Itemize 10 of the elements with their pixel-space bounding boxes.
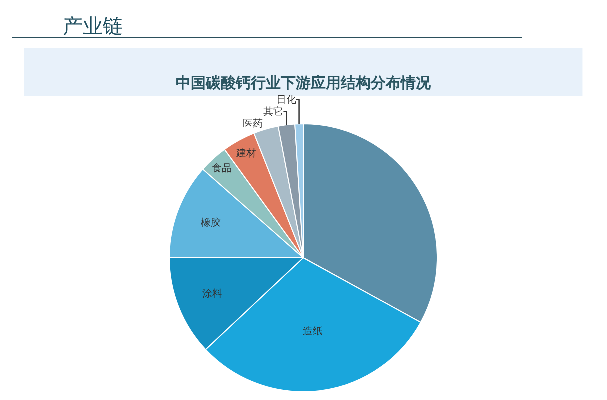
text: 产业链 [63, 14, 123, 38]
chart-title: 中国碳酸钙行业下游应用结构分布情况 [176, 74, 432, 92]
slice-label: 食品 [212, 162, 232, 175]
slice-label: 涂料 [202, 288, 222, 300]
slice-label: 其它 [264, 106, 284, 118]
slice-label: 医药 [243, 118, 264, 130]
slice-label: 日化 [276, 94, 296, 106]
slice-label: 造纸 [302, 325, 323, 338]
slice-label: 建材 [236, 148, 257, 160]
slice-label: 橡胶 [200, 217, 221, 230]
